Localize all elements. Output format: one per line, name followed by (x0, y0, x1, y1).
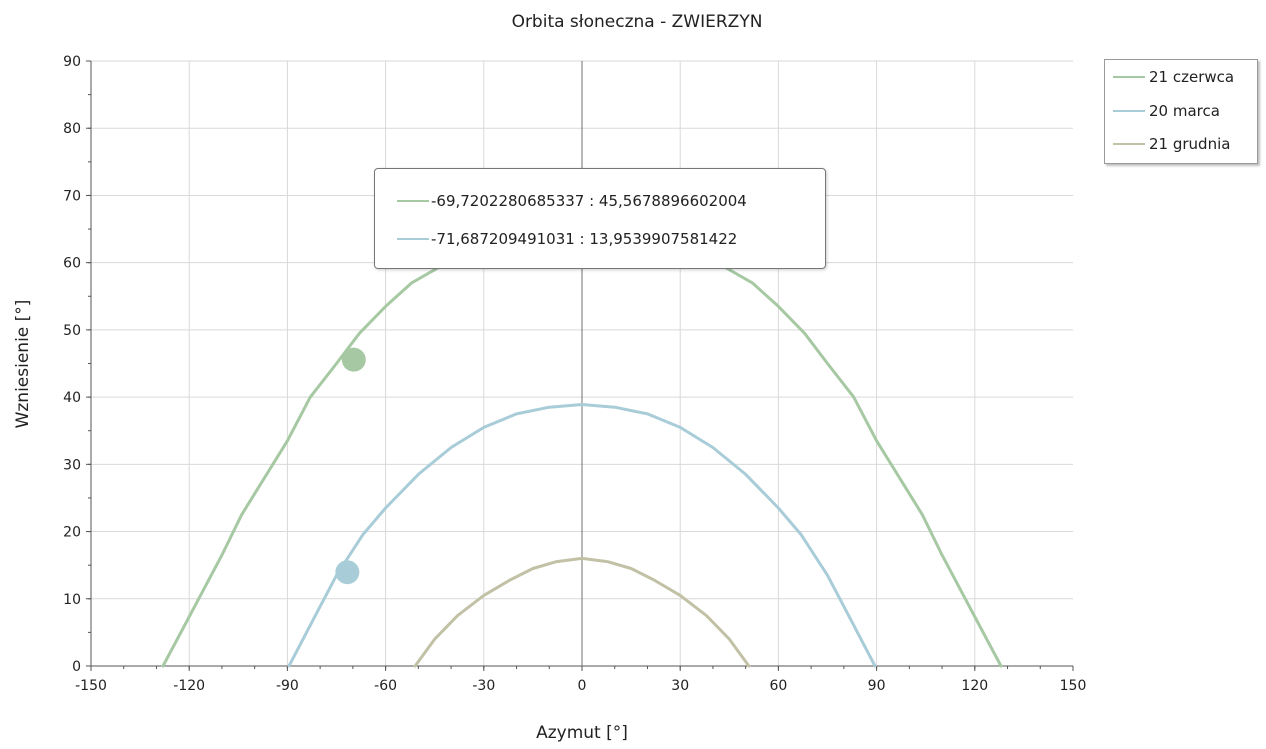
x-tick-label: 30 (671, 678, 689, 694)
y-tick-label: 90 (63, 54, 81, 70)
legend-label: 20 marca (1149, 102, 1220, 120)
y-tick-label: 30 (63, 457, 81, 473)
series-line-1 (287, 403, 877, 668)
series-line-2 (413, 556, 751, 668)
tooltip-swatch-1 (397, 238, 429, 240)
y-tick-label: 0 (72, 659, 81, 675)
y-tick-label: 40 (63, 390, 81, 406)
tooltip-text: -69,7202280685337 : 45,5678896602004 (431, 192, 747, 210)
x-tick-label: -120 (173, 678, 205, 694)
chart-title: Orbita słoneczna - ZWIERZYN (512, 12, 763, 32)
legend-label: 21 czerwca (1149, 68, 1235, 86)
legend: 21 czerwca 20 marca 21 grudnia (1104, 59, 1258, 164)
hover-marker-0 (341, 347, 366, 372)
tooltip-text: -71,687209491031 : 13,9539907581422 (431, 230, 738, 248)
x-tick-label: -30 (472, 678, 495, 694)
legend-item[interactable]: 21 czerwca (1113, 66, 1234, 88)
hover-markers (335, 347, 366, 585)
hover-marker-1 (335, 560, 360, 585)
x-tick-label: 150 (1060, 678, 1087, 694)
x-tick-label: 0 (578, 678, 587, 694)
axes: -150 -120 -90 -60 -30 0 30 60 90 120 150 0 10 20 30 40 5… (63, 54, 1086, 694)
y-axis-title: Wzniesienie [°] (13, 300, 33, 429)
tooltip-swatch-0 (397, 200, 429, 202)
hover-tooltip: -69,7202280685337 : 45,5678896602004 -71… (374, 168, 826, 269)
y-tick-label: 70 (63, 188, 81, 204)
x-tick-label: 90 (868, 678, 886, 694)
legend-item[interactable]: 20 marca (1113, 100, 1220, 122)
y-tick-label: 80 (63, 121, 81, 137)
x-tick-label: 120 (961, 678, 988, 694)
tooltip-row: -71,687209491031 : 13,9539907581422 (397, 228, 737, 250)
y-tick-label: 10 (63, 592, 81, 608)
x-tick-label: 60 (769, 678, 787, 694)
legend-swatch-2 (1113, 143, 1145, 145)
x-tick-label: -60 (374, 678, 397, 694)
legend-item[interactable]: 21 grudnia (1113, 133, 1230, 155)
legend-swatch-0 (1113, 76, 1145, 78)
y-tick-label: 60 (63, 256, 81, 272)
legend-label: 21 grudnia (1149, 135, 1231, 153)
tooltip-row: -69,7202280685337 : 45,5678896602004 (397, 190, 747, 212)
x-tick-label: -90 (276, 678, 299, 694)
y-tick-label: 50 (63, 323, 81, 339)
legend-swatch-1 (1113, 110, 1145, 112)
x-tick-label: -150 (75, 678, 107, 694)
x-axis-title: Azymut [°] (536, 723, 628, 743)
y-tick-label: 20 (63, 525, 81, 541)
